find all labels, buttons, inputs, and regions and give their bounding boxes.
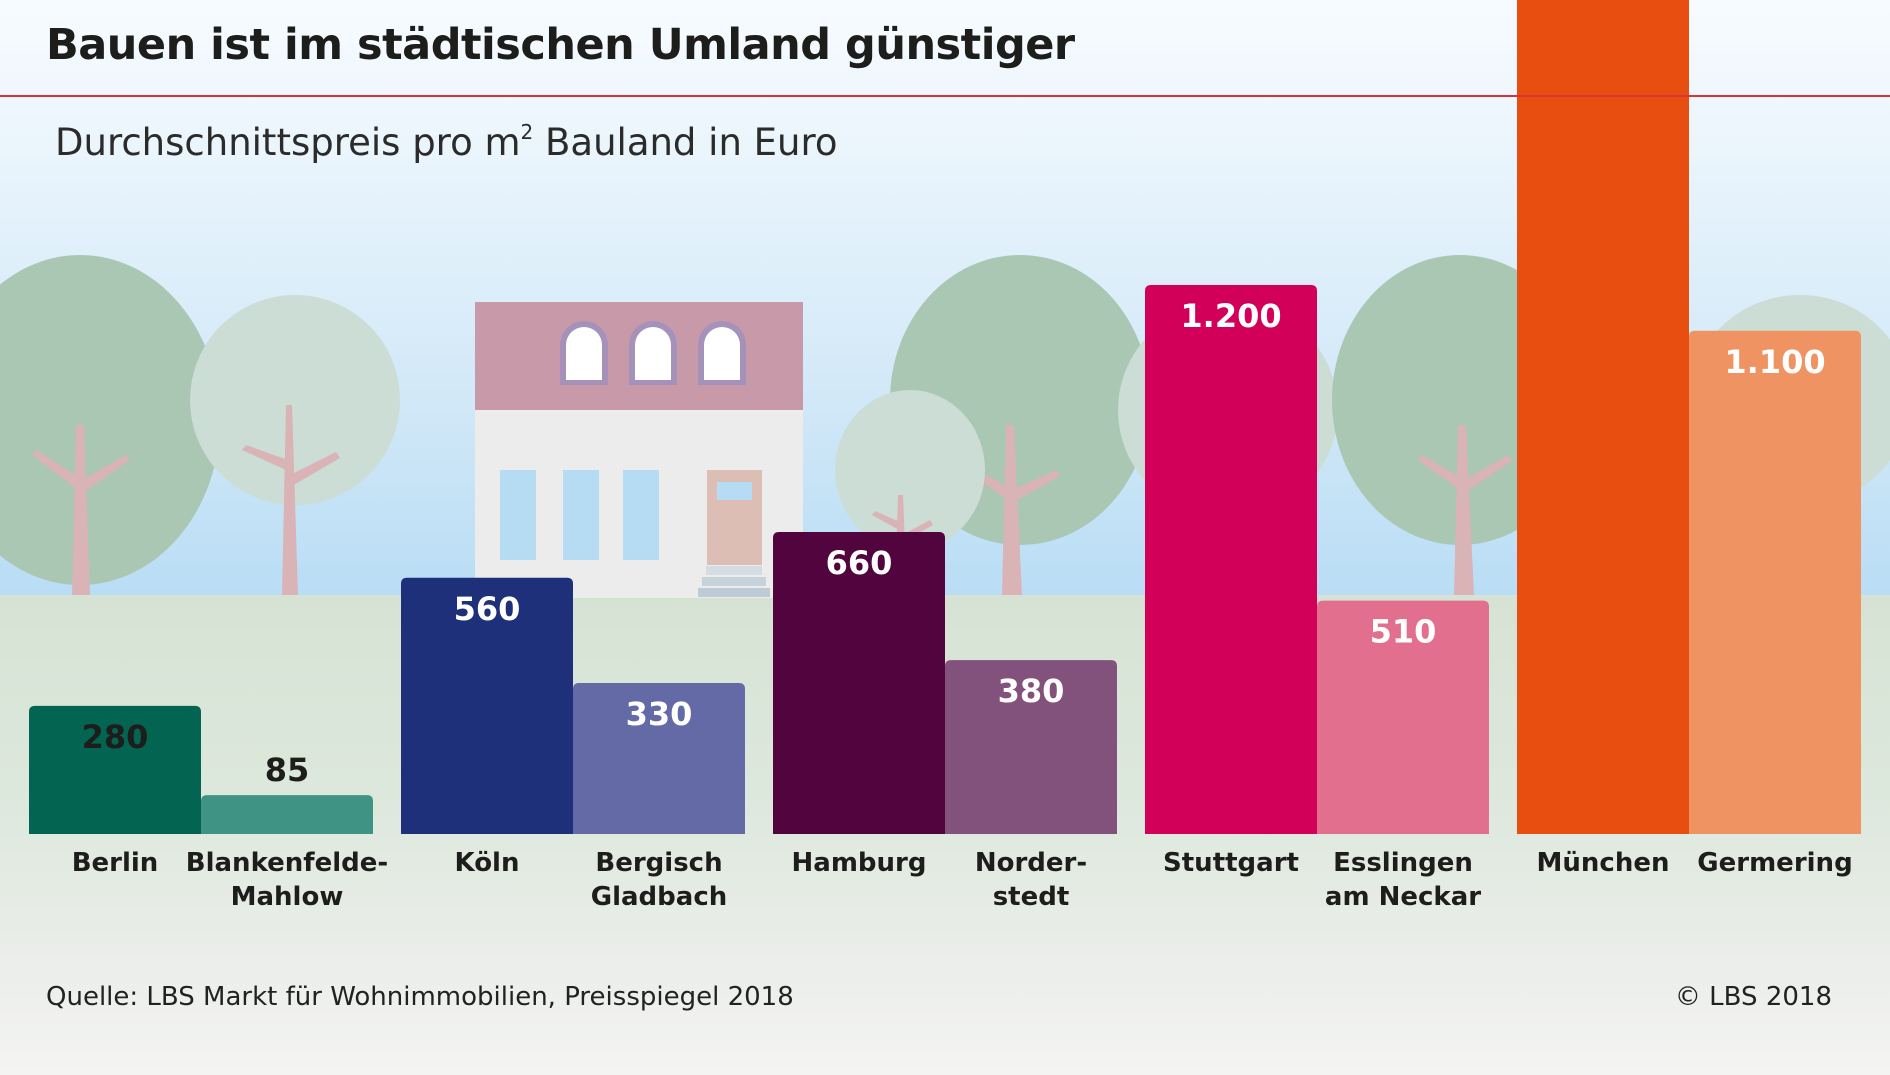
- value-label-8: 510: [1370, 613, 1437, 651]
- source-note: Quelle: LBS Markt für Wohnimmobilien, Pr…: [46, 982, 794, 1012]
- subtitle-superscript: 2: [520, 120, 534, 144]
- category-label-8: am Neckar: [1325, 882, 1481, 912]
- category-label-4: Gladbach: [591, 882, 728, 912]
- category-label-5: Hamburg: [792, 848, 927, 878]
- chart-title: Bauen ist im städtischen Umland günstige…: [46, 20, 1075, 70]
- title-divider: [0, 95, 1890, 97]
- category-label-6: Norder-: [975, 848, 1087, 878]
- value-label-10: 1.100: [1724, 343, 1825, 381]
- category-label-3: Köln: [455, 848, 520, 878]
- category-label-9: München: [1537, 848, 1670, 878]
- category-label-6: stedt: [993, 882, 1070, 912]
- category-label-7: Stuttgart: [1163, 848, 1299, 878]
- bar-9: [1517, 0, 1689, 834]
- bar-10: [1689, 330, 1861, 834]
- category-label-2: Blankenfelde-: [186, 848, 388, 878]
- category-label-4: Bergisch: [595, 848, 722, 878]
- value-label-5: 660: [826, 544, 893, 582]
- value-label-2: 85: [265, 751, 310, 789]
- house: [475, 302, 803, 598]
- bar-6: [945, 660, 1117, 834]
- bar-3: [401, 577, 573, 834]
- tree-2: [190, 295, 400, 595]
- bar-8: [1317, 600, 1489, 834]
- copyright-note: © LBS 2018: [1674, 982, 1832, 1012]
- value-label-1: 280: [82, 718, 149, 756]
- chart-subtitle: Durchschnittspreis pro m2 Bauland in Eur…: [55, 120, 838, 164]
- bar-1: [29, 705, 201, 834]
- category-label-10: Germering: [1697, 848, 1852, 878]
- subtitle-text: Durchschnittspreis pro m: [55, 121, 521, 164]
- value-label-3: 560: [454, 590, 521, 628]
- value-label-7: 1.200: [1180, 297, 1281, 335]
- bar-4: [573, 683, 745, 834]
- category-label-1: Berlin: [72, 848, 159, 878]
- bar-7: [1145, 285, 1317, 834]
- value-label-4: 330: [626, 695, 693, 733]
- category-label-2: Mahlow: [231, 882, 344, 912]
- bar-2: [201, 795, 373, 834]
- tree-1: [0, 255, 220, 595]
- bar-group: 280 Berlin 85 Blankenfelde- Mahlow 560 Köln 330…: [29, 0, 1861, 912]
- subtitle-suffix: Bauland in Euro: [533, 121, 838, 164]
- value-label-6: 380: [998, 672, 1065, 710]
- bar-5: [773, 532, 945, 834]
- category-label-8: Esslingen: [1333, 848, 1473, 878]
